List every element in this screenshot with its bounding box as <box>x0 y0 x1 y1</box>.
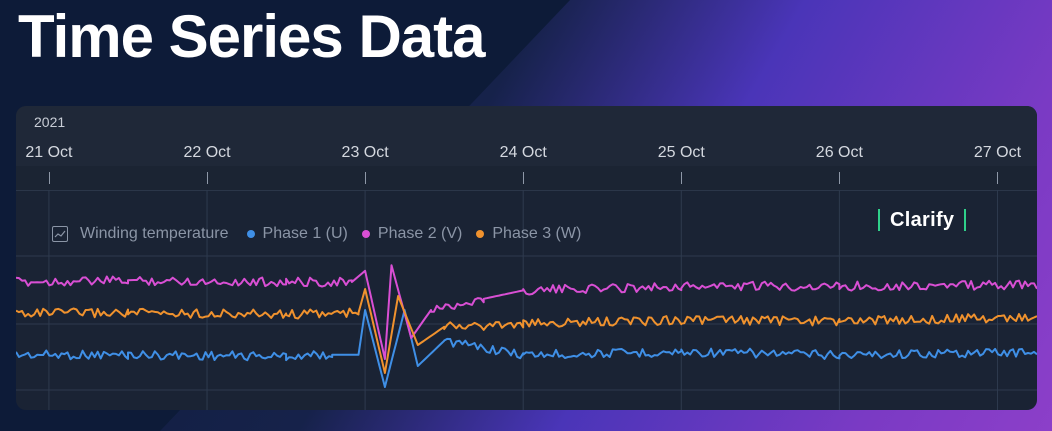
timeline-date-label: 23 Oct <box>341 144 389 161</box>
series-line-phase-1 <box>16 309 1037 388</box>
legend-item[interactable]: Phase 2 (V) <box>358 225 462 243</box>
timeline-header[interactable]: 2021 21 Oct 22 Oct 23 Oct 24 Oct 25 Oct 26 Oc… <box>16 106 1037 191</box>
legend-dot-icon <box>361 230 370 238</box>
legend-item-label: Phase 3 (W) <box>492 225 582 242</box>
timeline-date-label: 26 Oct <box>815 144 863 161</box>
timeline-tick-band <box>16 166 1037 190</box>
brand-logo: Clarify <box>878 208 967 232</box>
timeline-year: 2021 <box>34 114 66 130</box>
series-line-phase-3 <box>16 288 1037 374</box>
legend-item[interactable]: Phase 3 (W) <box>472 225 581 243</box>
brand-name: Clarify <box>890 208 955 231</box>
timeline-date-label: 25 Oct <box>657 144 705 161</box>
legend-item-label: Phase 2 (V) <box>377 225 463 242</box>
legend-item-label: Phase 1 (U) <box>262 225 348 242</box>
timeline-tick <box>523 172 525 184</box>
brand-bar-left <box>878 209 880 231</box>
brand-bar-right <box>964 209 967 231</box>
legend-items: Phase 1 (U) Phase 2 (V) Phase 3 (W) <box>243 225 592 243</box>
timeline-tick <box>997 172 999 184</box>
timeline-date-label: 24 Oct <box>499 144 547 161</box>
timeline-date-label: 27 Oct <box>973 144 1022 161</box>
legend-group-label: Winding temperature <box>80 225 229 242</box>
legend-dot-icon <box>476 230 485 238</box>
page-title: Time Series Data <box>18 3 485 70</box>
timeline-tick <box>207 172 209 184</box>
timeline-tick <box>681 172 683 184</box>
chart-legend: Winding temperature Phase 1 (U) Phase 2 (… <box>52 224 591 244</box>
timeline-tick <box>839 172 841 184</box>
chart-plot-area <box>16 190 1037 410</box>
series-line-phase-2 <box>16 264 1037 360</box>
legend-dot-icon <box>246 230 255 238</box>
legend-item[interactable]: Phase 1 (U) <box>243 225 348 243</box>
timeline-date-label: 21 Oct <box>25 144 73 161</box>
chart-toggle-icon[interactable] <box>52 226 68 242</box>
chart-panel[interactable]: 2021 21 Oct 22 Oct 23 Oct 24 Oct 25 Oct 26 Oc… <box>16 106 1037 410</box>
timeline-tick <box>365 172 367 184</box>
timeline-date-label: 22 Oct <box>183 144 231 161</box>
timeline-tick <box>48 172 50 184</box>
